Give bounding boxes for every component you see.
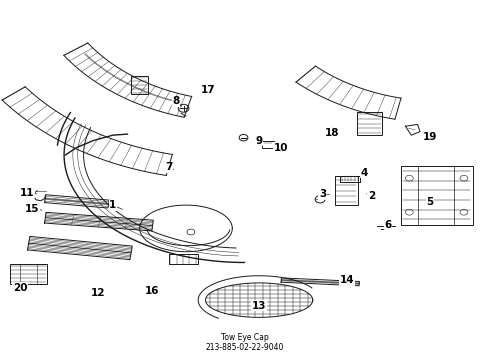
Text: 2: 2 — [367, 191, 374, 201]
Text: 20: 20 — [13, 283, 27, 293]
Text: 19: 19 — [422, 132, 436, 142]
Text: 18: 18 — [325, 129, 339, 138]
Text: 6: 6 — [384, 220, 391, 230]
Text: 10: 10 — [273, 143, 288, 153]
Text: 14: 14 — [339, 275, 353, 285]
Text: 1: 1 — [109, 200, 116, 210]
Text: 8: 8 — [172, 96, 180, 106]
Text: 17: 17 — [200, 85, 215, 95]
Text: 7: 7 — [165, 162, 172, 172]
Text: 13: 13 — [251, 301, 266, 311]
Text: 12: 12 — [91, 288, 105, 298]
Text: 15: 15 — [25, 204, 40, 214]
Text: 4: 4 — [360, 168, 367, 178]
Text: 5: 5 — [426, 197, 432, 207]
Text: 9: 9 — [255, 136, 262, 145]
Text: 11: 11 — [20, 188, 35, 198]
Text: 3: 3 — [318, 189, 325, 199]
Text: 16: 16 — [144, 286, 159, 296]
Text: Tow Eye Cap
213-885-02-22-9040: Tow Eye Cap 213-885-02-22-9040 — [205, 333, 283, 352]
